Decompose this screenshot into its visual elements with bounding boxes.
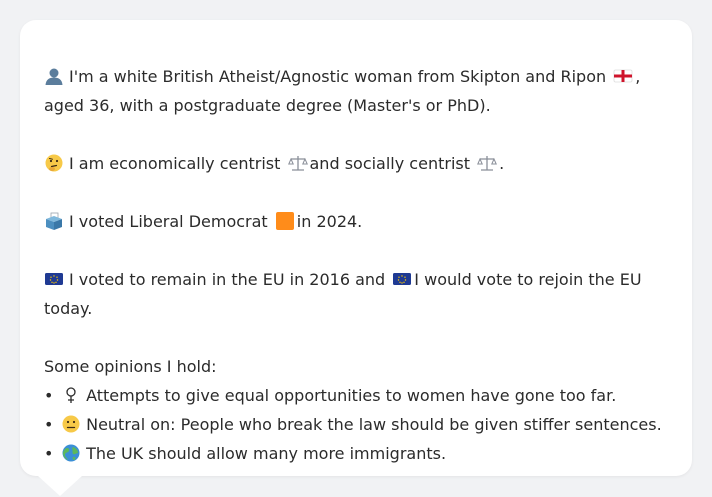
opinion-item: • The UK should allow many more immigran…: [44, 439, 668, 468]
social-centrist-text: and socially centrist: [309, 154, 471, 173]
opinion-text: Neutral on: People who break the law sho…: [86, 415, 662, 434]
eu-vote-line-2: today.: [44, 299, 93, 318]
vote-party-text: I voted Liberal Democrat: [69, 212, 268, 231]
eu-rejoin-text: I would vote to rejoin the EU: [414, 270, 642, 289]
economic-centrist-text: I am economically centrist: [69, 154, 281, 173]
bullet: •: [44, 386, 54, 405]
eu-flag-icon: [45, 273, 63, 285]
eu-flag-icon: [393, 273, 412, 285]
female-sign-icon: [66, 387, 76, 403]
political-compass-period: .: [499, 154, 505, 173]
person-icon: [45, 68, 63, 85]
globe-icon: [62, 444, 80, 462]
bio-line-2: aged 36, with a postgraduate degree (Mas…: [44, 96, 491, 115]
bullet: •: [44, 415, 54, 434]
thinking-face-icon: [45, 154, 63, 172]
eu-remain-text: I voted to remain in the EU in 2016 and: [69, 270, 386, 289]
political-compass-line: I am economically centrist and socially …: [44, 149, 668, 178]
england-flag-icon: [613, 69, 633, 83]
opinion-text: The UK should allow many more immigrants…: [86, 444, 447, 463]
opinion-text: Attempts to give equal opportunities to …: [86, 386, 617, 405]
balance-scale-icon: [287, 156, 308, 171]
bio-line-1: I'm a white British Atheist/Agnostic wom…: [44, 62, 668, 91]
bullet: •: [44, 444, 54, 463]
vote-year-text: in 2024.: [296, 212, 363, 231]
bio-identity-text: I'm a white British Atheist/Agnostic wom…: [69, 67, 607, 86]
neutral-face-icon: [62, 415, 80, 433]
vote-2024-line: I voted Liberal Democrat in 2024.: [44, 207, 668, 236]
eu-vote-line: I voted to remain in the EU in 2016 and …: [44, 265, 668, 294]
speech-bubble-tail: [38, 476, 82, 496]
bio-line-1-comma: ,: [635, 67, 641, 86]
orange-square-icon: [275, 212, 294, 230]
opinion-item: • Neutral on: People who break the law s…: [44, 410, 668, 439]
opinions-heading: Some opinions I hold:: [44, 357, 217, 376]
ballot-box-icon: [46, 212, 62, 230]
opinion-item: • Attempts to give equal opportunities t…: [44, 381, 668, 410]
balance-scale-icon: [477, 156, 498, 171]
profile-card: I'm a white British Atheist/Agnostic wom…: [20, 20, 692, 476]
